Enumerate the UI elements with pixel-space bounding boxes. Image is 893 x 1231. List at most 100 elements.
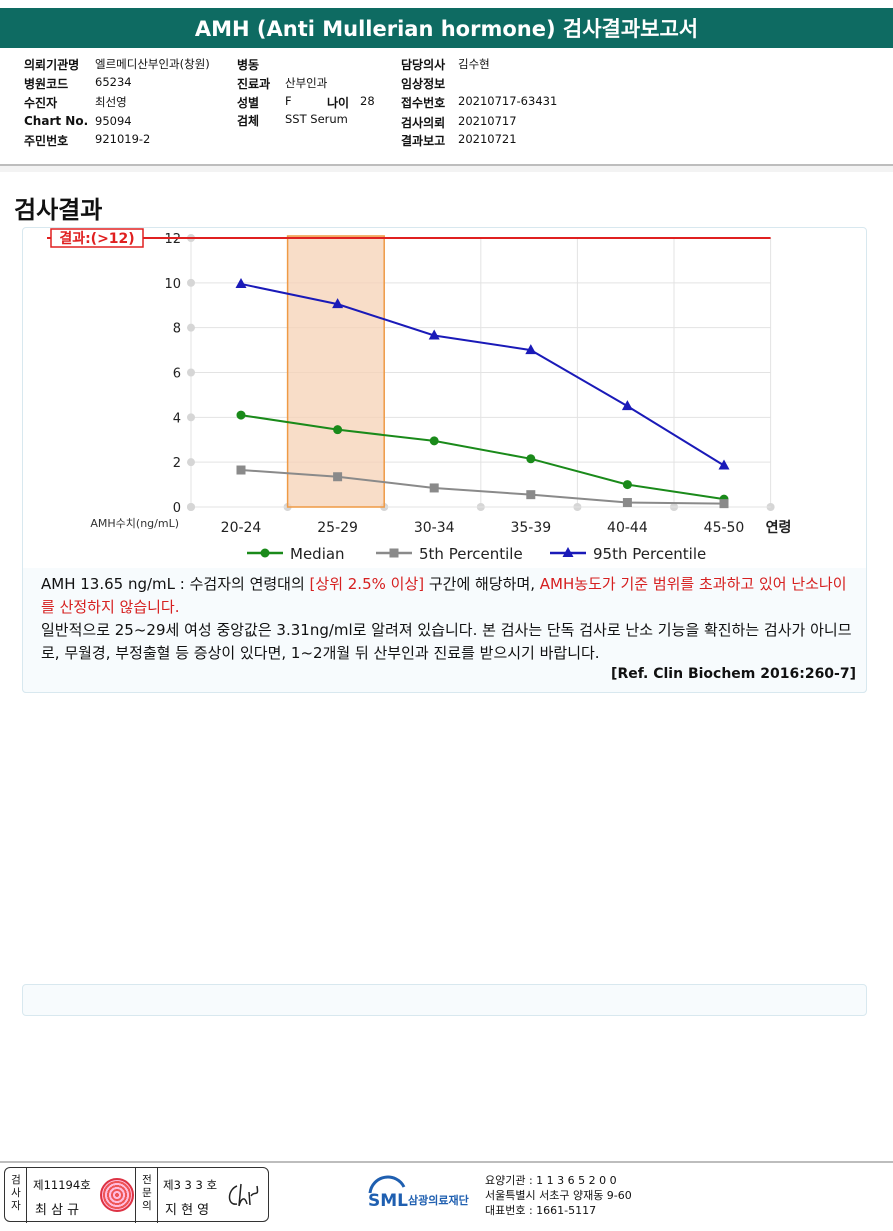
- company-line: 대표번호 : 1661-5117: [485, 1204, 597, 1217]
- comment-text: AMH 13.65 ng/mL : 수검자의 연령대의: [41, 575, 310, 593]
- x-tick-label: 20-24: [221, 520, 262, 536]
- y-tick-label: 6: [173, 367, 181, 382]
- amh-chart: 0 2 4 6 8 10 12 20-24 25-29 30-34 35-39 40-44 45-50 연…: [47, 228, 792, 563]
- legend-marker: [562, 547, 574, 557]
- data-point: [526, 490, 536, 500]
- signature-icon: [228, 1183, 259, 1207]
- info-value: 최선영: [95, 95, 127, 109]
- result-label-box: [50, 228, 144, 248]
- result-comment: AMH 13.65 ng/mL : 수검자의 연령대의 [상위 2.5% 이상]…: [22, 568, 867, 693]
- info-label: 접수번호: [401, 96, 446, 110]
- footer-divider: [0, 1161, 893, 1163]
- y-tick-label: 8: [173, 322, 181, 337]
- section-title: 검사결과: [14, 196, 103, 224]
- data-point: [718, 459, 730, 470]
- info-label: 나이: [327, 96, 350, 110]
- empty-panel: [22, 984, 867, 1016]
- info-value: 엘르메디산부인과(창원): [95, 57, 210, 71]
- info-value: 산부인과: [285, 76, 328, 90]
- comment-highlight: AMH농도가 기준 범위를 초과하고 있어 난소나이를 산정하지 않습니다.: [41, 575, 847, 616]
- legend-label: 5th Percentile: [419, 545, 523, 563]
- data-point: [428, 329, 440, 340]
- data-point: [622, 480, 632, 490]
- info-value: SST Serum: [285, 112, 348, 126]
- report-title: AMH (Anti Mullerian hormone) 검사결과보고서: [0, 8, 893, 48]
- x-tick-label: 40-44: [607, 520, 648, 536]
- data-point: [525, 344, 537, 355]
- legend-label: 95th Percentile: [593, 545, 706, 563]
- sign2-name: 지 현 영: [165, 1203, 210, 1218]
- data-point: [332, 298, 344, 309]
- data-point: [333, 425, 343, 435]
- legend-label: Median: [290, 545, 345, 563]
- info-value: 김수현: [458, 57, 490, 71]
- axis-dot: [187, 503, 195, 511]
- comment-text: 일반적으로 25~29세 여성 중앙값은 3.31ng/ml로 알려져 있습니다…: [41, 621, 852, 662]
- info-label: 의뢰기관명: [24, 58, 80, 72]
- data-point: [333, 472, 343, 482]
- info-value: 921019-2: [95, 132, 151, 146]
- series-line: [240, 414, 725, 501]
- info-value: F: [285, 94, 292, 108]
- info-value: 20210717-63431: [458, 94, 558, 108]
- comment-text: 구간에 해당하며,: [424, 575, 540, 593]
- data-point: [235, 277, 247, 288]
- seal-icon: [100, 1178, 134, 1212]
- x-tick-label: 25-29: [317, 520, 358, 536]
- divider-band: [0, 166, 893, 172]
- y-tick-label: 4: [173, 411, 181, 426]
- legend-marker: [260, 548, 270, 558]
- info-label: 진료과: [237, 77, 271, 91]
- data-point: [236, 410, 246, 420]
- patient-info: 의뢰기관명 엘르메디산부인과(창원) 병원코드 65234 수진자 최선영 Ch…: [0, 48, 893, 166]
- data-point: [429, 436, 439, 446]
- axis-dot: [187, 278, 195, 287]
- axis-dot: [187, 458, 195, 467]
- axis-dot: [187, 323, 195, 332]
- x-tick-label: 35-39: [510, 520, 551, 536]
- y-tick-label: 12: [164, 232, 181, 247]
- sign1-name: 최 삼 규: [35, 1203, 80, 1218]
- info-label: 검체: [237, 114, 260, 128]
- highlight-band: [286, 235, 385, 508]
- y-tick-label: 0: [173, 501, 181, 516]
- reference: [Ref. Clin Biochem 2016:260-7]: [611, 666, 856, 682]
- series-line: [240, 282, 725, 467]
- company-info: 요양기관 : 1 1 3 6 5 2 0 0 서울특별시 서초구 양재동 9-6…: [485, 1173, 632, 1218]
- logo-name: 삼광의료재단: [408, 1193, 469, 1207]
- info-label: 임상정보: [401, 77, 446, 91]
- info-label: 검사의뢰: [401, 116, 446, 130]
- info-value: 20210721: [458, 132, 517, 146]
- sign1-number: 제11194호: [33, 1178, 91, 1192]
- sml-logo-icon: SML 삼광의료재단: [368, 1175, 469, 1211]
- legend-marker: [389, 548, 399, 558]
- y-axis-label: AMH수치(ng/mL): [90, 517, 179, 530]
- info-label: 병동: [237, 58, 260, 72]
- y-tick-label: 10: [164, 277, 181, 292]
- data-point: [236, 465, 246, 475]
- logo-text: SML: [368, 1191, 408, 1211]
- result-label: 결과:(>12): [59, 230, 134, 247]
- axis-dot: [187, 413, 195, 422]
- data-point: [526, 454, 536, 464]
- comment-highlight: [상위 2.5% 이상]: [309, 575, 425, 593]
- info-label: 담당의사: [401, 58, 446, 72]
- y-tick-label: 2: [173, 456, 181, 471]
- info-value: 95094: [95, 114, 132, 128]
- info-label: 병원코드: [24, 77, 69, 91]
- data-point: [429, 483, 439, 493]
- info-label: 수진자: [24, 96, 58, 110]
- info-value: 65234: [95, 75, 132, 89]
- data-point: [621, 400, 633, 411]
- info-label: 성별: [237, 96, 260, 110]
- x-tick-label: 45-50: [704, 520, 745, 536]
- data-point: [719, 499, 729, 509]
- x-tick-label: 30-34: [414, 520, 455, 536]
- info-label: Chart No.: [24, 114, 89, 128]
- sign2-number: 제3 3 3 호: [163, 1178, 218, 1192]
- x-axis-label: 연령: [766, 520, 792, 536]
- info-value: 20210717: [458, 114, 517, 128]
